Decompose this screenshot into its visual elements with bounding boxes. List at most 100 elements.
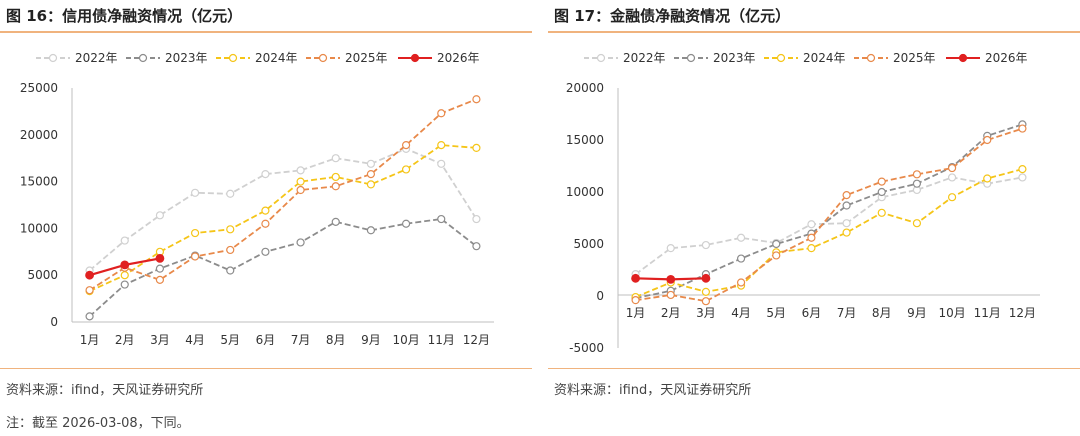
data-point xyxy=(631,296,640,305)
data-point xyxy=(296,238,305,247)
data-point xyxy=(261,219,270,228)
data-point xyxy=(842,191,851,200)
data-point xyxy=(666,290,675,300)
data-point xyxy=(261,170,270,179)
data-point xyxy=(226,189,235,198)
footnote: 注：截至 2026-03-08，下同。 xyxy=(6,416,190,431)
source-text: 资料来源：ifind，天风证券研究所 xyxy=(6,383,204,398)
legend-marker xyxy=(866,53,876,63)
legend-label: 2026年 xyxy=(985,51,1028,65)
x-tick-label: 9月 xyxy=(361,333,381,347)
data-point xyxy=(842,201,851,210)
y-tick-label: 25000 xyxy=(20,81,58,95)
data-point xyxy=(877,208,886,217)
data-point xyxy=(983,174,992,183)
data-point xyxy=(807,244,816,253)
data-point xyxy=(437,159,446,168)
data-point xyxy=(842,228,851,237)
data-point xyxy=(366,159,376,168)
data-point xyxy=(190,252,200,261)
data-point xyxy=(120,236,129,245)
data-point xyxy=(296,166,305,175)
x-tick-label: 3月 xyxy=(696,306,716,320)
y-tick-label: 5000 xyxy=(27,268,58,282)
y-tick-label: 10000 xyxy=(20,221,58,235)
y-tick-label: 0 xyxy=(50,315,58,329)
data-point xyxy=(701,297,711,306)
data-point xyxy=(472,143,481,153)
source-text: 资料来源：ifind，天风证券研究所 xyxy=(554,383,752,398)
data-point xyxy=(261,206,270,215)
x-tick-label: 10月 xyxy=(938,306,965,320)
chart-panel-credit-bonds: 图 16：信用债净融资情况（亿元） 0 5000 10000 15000 20000 25… xyxy=(0,0,532,370)
data-point xyxy=(983,135,992,145)
data-point xyxy=(226,266,235,275)
series-line xyxy=(89,98,477,291)
x-tick-label: 7月 xyxy=(291,333,311,347)
x-tick-label: 6月 xyxy=(802,306,822,320)
data-point xyxy=(912,219,922,228)
x-tick-label: 12月 xyxy=(1009,306,1036,320)
data-point xyxy=(736,254,746,263)
data-point xyxy=(912,179,922,188)
x-tick-label: 10月 xyxy=(392,333,419,347)
y-tick-label: -5000 xyxy=(569,341,604,355)
data-point xyxy=(331,172,340,182)
data-point xyxy=(947,193,957,202)
legend-label: 2024年 xyxy=(803,51,846,65)
legend-marker xyxy=(138,53,148,63)
data-point xyxy=(437,140,446,150)
legend-marker xyxy=(228,53,238,63)
bottom-divider xyxy=(548,368,1080,369)
data-point xyxy=(472,214,481,224)
data-point xyxy=(1018,124,1027,133)
series-line xyxy=(635,168,1023,298)
data-point xyxy=(807,233,816,242)
data-point xyxy=(155,264,165,273)
series-line xyxy=(635,123,1023,299)
x-tick-label: 11月 xyxy=(428,333,455,347)
data-point xyxy=(912,170,922,179)
legend-label: 2023年 xyxy=(165,51,208,65)
data-point xyxy=(631,273,640,283)
x-tick-label: 2月 xyxy=(661,306,681,320)
data-point xyxy=(366,180,376,189)
data-point xyxy=(772,239,781,249)
line-chart-financial-bonds: -5000 0 5000 10000 15000 20000 1月 2月 3月 4月 5月 6月 7月 8… xyxy=(566,51,1040,355)
title-divider xyxy=(0,31,532,33)
legend-marker xyxy=(686,53,696,63)
data-point xyxy=(155,211,165,220)
data-point xyxy=(401,140,411,150)
legend-label: 2022年 xyxy=(75,51,118,65)
x-tick-label: 4月 xyxy=(731,306,751,320)
data-point xyxy=(401,165,411,174)
data-point xyxy=(666,244,675,253)
y-tick-label: 15000 xyxy=(566,133,604,147)
data-point xyxy=(472,95,481,104)
legend-label: 2025年 xyxy=(345,51,388,65)
legend-marker xyxy=(958,53,968,63)
series-line xyxy=(89,144,477,292)
data-point xyxy=(120,260,130,270)
x-tick-label: 5月 xyxy=(220,333,240,347)
data-point xyxy=(807,220,816,229)
y-tick-label: 15000 xyxy=(20,175,58,189)
x-tick-label: 4月 xyxy=(185,333,205,347)
y-tick-label: 20000 xyxy=(20,128,58,142)
data-point xyxy=(437,214,446,224)
data-point xyxy=(155,275,165,284)
data-point xyxy=(1018,173,1027,182)
data-point xyxy=(701,240,711,250)
data-point xyxy=(842,219,851,228)
data-point xyxy=(85,286,94,295)
data-point xyxy=(701,273,711,283)
x-tick-label: 8月 xyxy=(872,306,892,320)
data-point xyxy=(437,109,446,118)
x-tick-label: 9月 xyxy=(907,306,927,320)
data-point xyxy=(701,287,711,296)
data-point xyxy=(120,271,129,280)
data-point xyxy=(366,170,376,179)
data-point xyxy=(1018,165,1027,174)
data-point xyxy=(85,270,94,280)
x-tick-label: 8月 xyxy=(326,333,346,347)
